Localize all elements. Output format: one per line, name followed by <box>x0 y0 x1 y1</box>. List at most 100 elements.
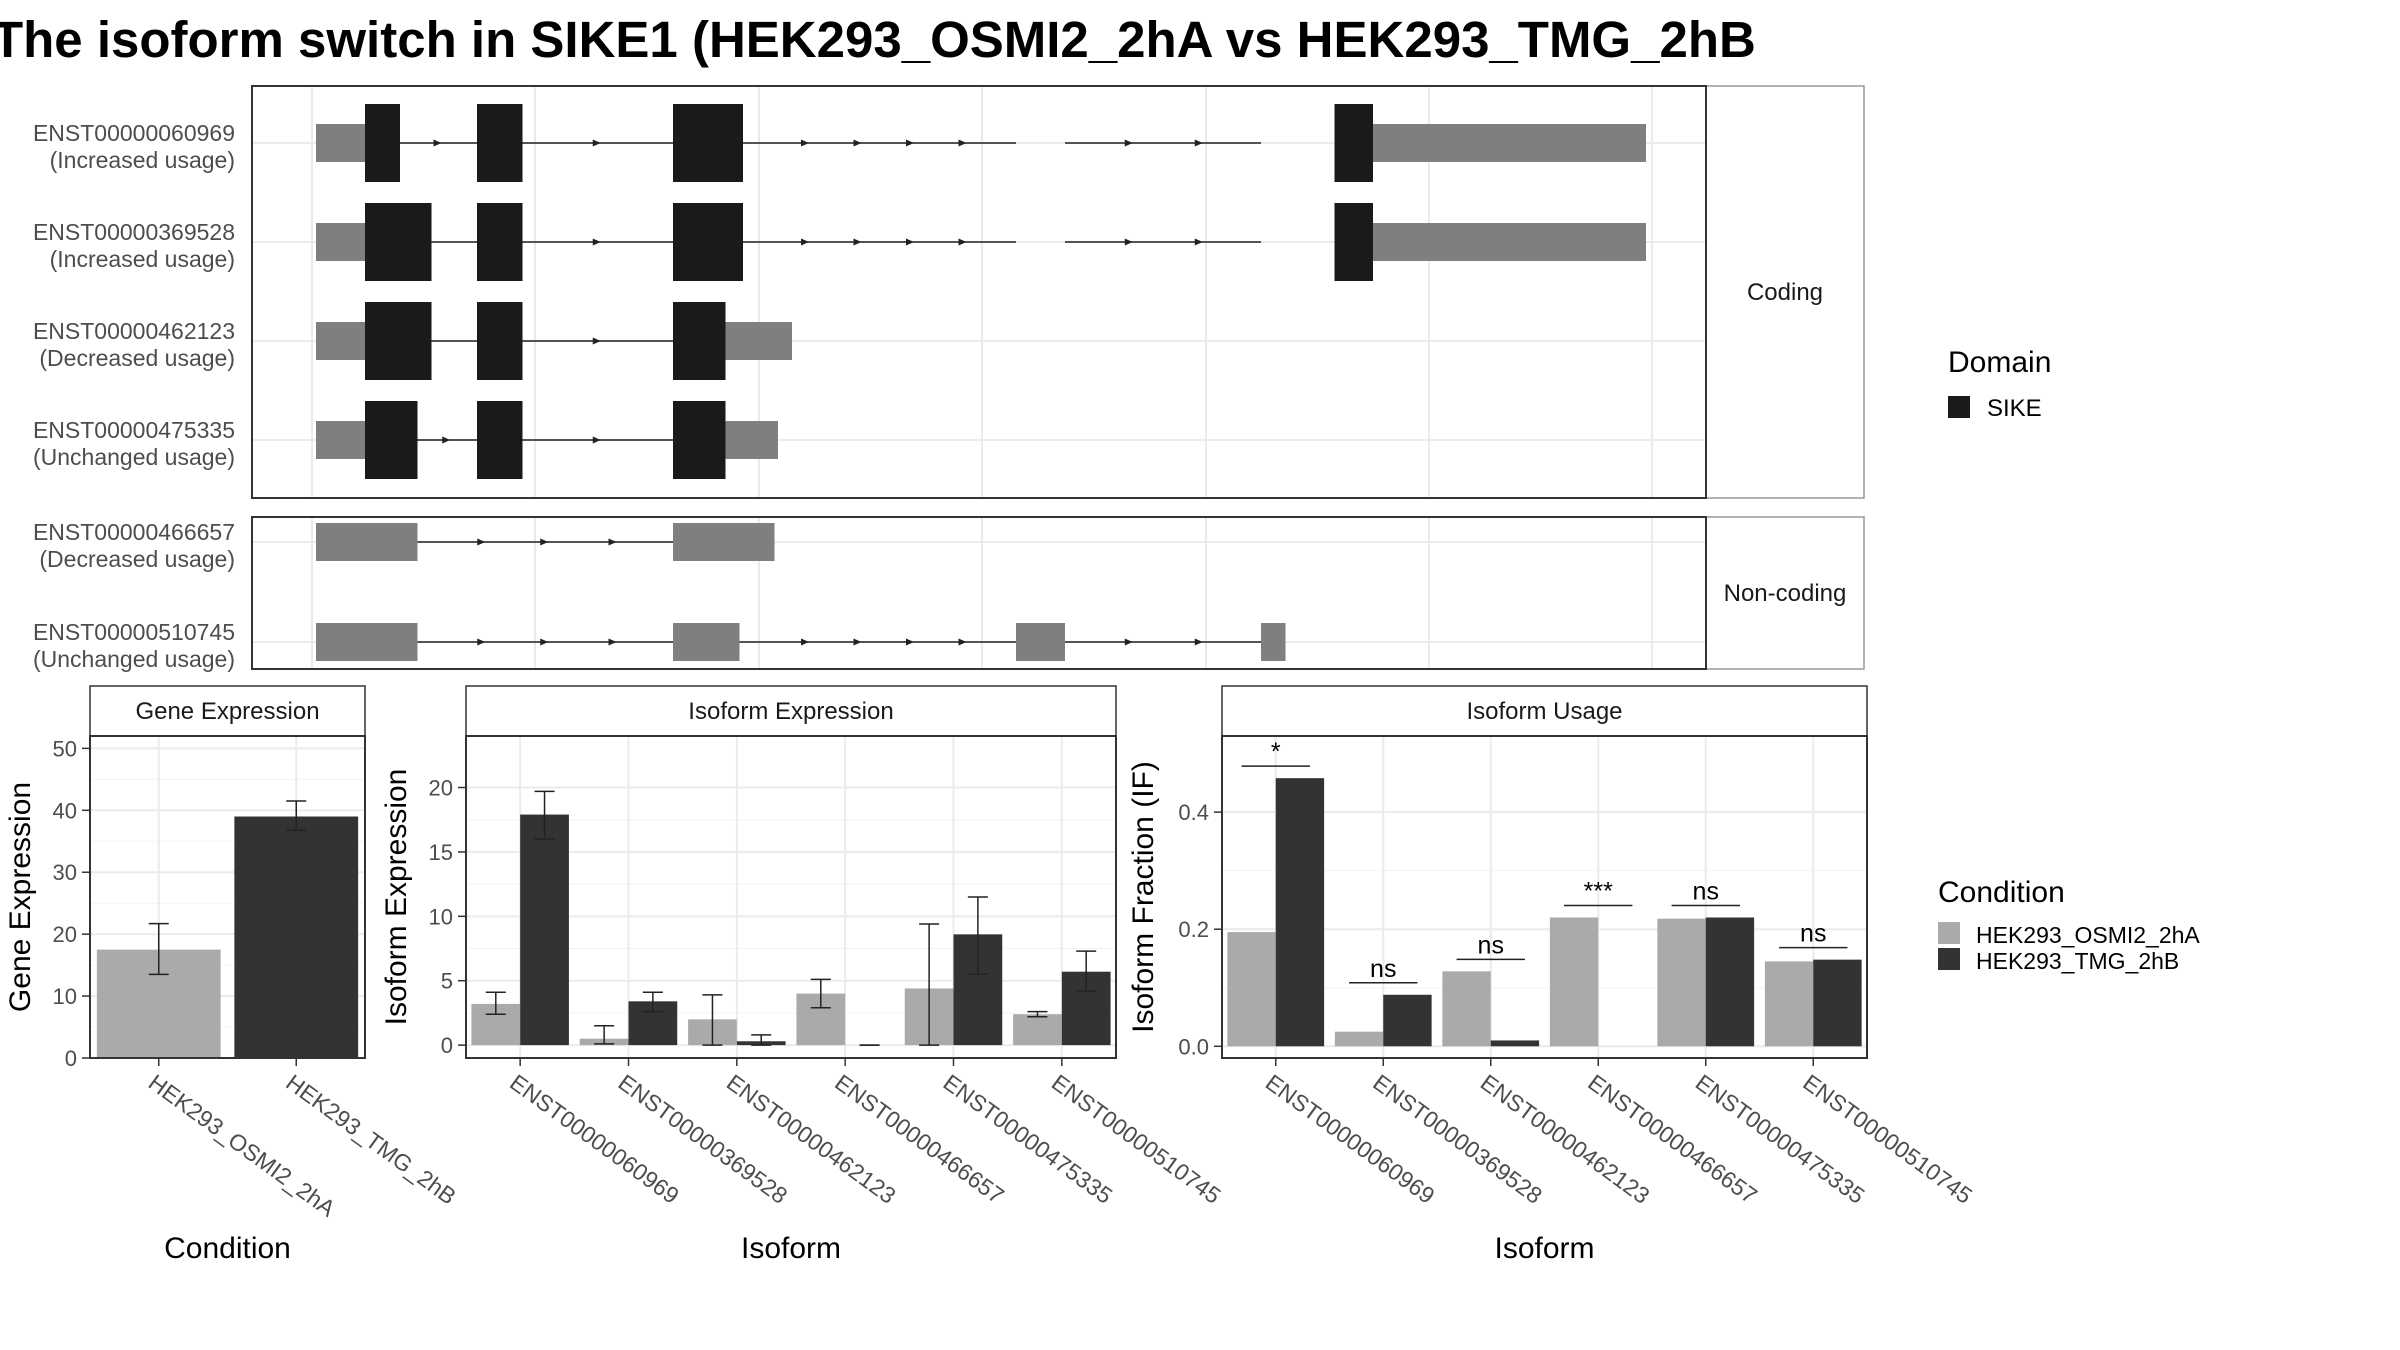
utr-block <box>316 623 418 661</box>
sike-domain-block <box>673 302 726 380</box>
plot-border <box>89 735 366 1059</box>
transcript-id-label: ENST00000475335 <box>33 417 235 443</box>
panel-title: Isoform Usage <box>1466 698 1622 725</box>
y-tick-label: 15 <box>429 840 453 865</box>
bar <box>1549 917 1599 1047</box>
facet-strip <box>465 685 1117 737</box>
isoform-expression-chart: Isoform Expression05101520ENST0000006096… <box>380 685 1226 1265</box>
direction-arrow <box>853 139 862 147</box>
sike-domain-block <box>673 203 743 281</box>
direction-arrow <box>442 436 451 444</box>
significance-label: * <box>1271 738 1281 766</box>
bar <box>1764 961 1814 1047</box>
sike-domain-block <box>365 203 432 281</box>
plot-border <box>465 735 1117 1059</box>
domain-legend-swatch <box>1948 396 1970 418</box>
structure-panel-border <box>251 516 1707 670</box>
bar <box>1227 932 1276 1047</box>
utr-block <box>725 421 778 459</box>
structure-panel-noncoding: Non-coding ENST00000466657(Decreased usag… <box>33 516 1865 672</box>
bar <box>1490 1040 1540 1047</box>
utr-block <box>316 223 365 261</box>
x-axis-title: Isoform <box>741 1232 841 1265</box>
direction-arrow <box>433 139 442 147</box>
direction-arrow <box>1124 139 1133 147</box>
bar <box>1442 971 1491 1047</box>
plot-bg <box>466 736 1116 1058</box>
direction-arrow <box>540 538 549 546</box>
direction-arrow <box>592 238 601 246</box>
direction-arrow <box>1194 139 1203 147</box>
direction-arrow <box>801 638 809 646</box>
significance-label: *** <box>1584 877 1613 905</box>
direction-arrow <box>958 638 967 646</box>
direction-arrow <box>958 238 967 246</box>
x-tick-label: ENST00000510745 <box>1798 1069 1977 1209</box>
y-tick-label: 30 <box>53 860 77 885</box>
direction-arrow <box>477 638 486 646</box>
transcript-id-label: ENST00000060969 <box>33 120 235 146</box>
sike-domain-block <box>477 203 523 281</box>
y-tick-label: 0 <box>441 1033 453 1058</box>
transcript-usage-label: (Increased usage) <box>50 246 235 272</box>
direction-arrow <box>1124 638 1133 646</box>
sike-domain-block <box>477 401 523 479</box>
facet-strip <box>1705 85 1865 499</box>
y-tick-label: 0.4 <box>1178 800 1209 825</box>
x-axis-title: Isoform <box>1494 1232 1594 1265</box>
direction-arrow <box>853 638 862 646</box>
y-tick-label: 0.0 <box>1178 1034 1209 1059</box>
isoform-usage-chart: Isoform Usage0.00.20.4*ENST00000060969ns… <box>1127 685 1977 1265</box>
y-axis-title: Isoform Expression <box>380 769 413 1026</box>
sike-domain-block <box>673 104 743 182</box>
sike-domain-block <box>477 104 523 182</box>
y-axis-title: Gene Expression <box>4 782 37 1012</box>
y-tick-label: 0 <box>65 1046 77 1071</box>
direction-arrow <box>608 538 617 546</box>
bar <box>1705 917 1755 1047</box>
transcript-id-label: ENST00000466657 <box>33 519 235 545</box>
y-tick-label: 20 <box>429 776 453 801</box>
y-tick-label: 10 <box>429 904 453 929</box>
facet-strip <box>89 685 366 737</box>
direction-arrow <box>608 638 617 646</box>
direction-arrow <box>1194 238 1203 246</box>
direction-arrow <box>592 139 601 147</box>
bar <box>1013 1014 1062 1046</box>
direction-arrow <box>801 238 809 246</box>
transcript-usage-label: (Decreased usage) <box>39 345 235 371</box>
condition-legend-swatch <box>1938 948 1960 970</box>
sike-domain-block <box>673 401 726 479</box>
bar <box>234 816 359 1058</box>
transcript-usage-label: (Unchanged usage) <box>33 646 235 672</box>
plot-border <box>1221 735 1868 1059</box>
bar <box>1383 994 1432 1047</box>
condition-legend-title: Condition <box>1938 876 2065 909</box>
domain-legend: Domain SIKE <box>1948 346 2051 422</box>
sike-domain-block <box>1334 203 1373 281</box>
utr-block <box>673 623 740 661</box>
bar <box>520 814 569 1046</box>
transcript-id-label: ENST00000510745 <box>33 619 235 645</box>
utr-block <box>1261 623 1286 661</box>
sike-domain-block <box>477 302 523 380</box>
facet-strip <box>1705 516 1865 670</box>
direction-arrow <box>540 638 549 646</box>
transcript-id-label: ENST00000369528 <box>33 219 235 245</box>
direction-arrow <box>477 538 486 546</box>
direction-arrow <box>906 638 914 646</box>
condition-legend-swatch <box>1938 922 1960 944</box>
direction-arrow <box>853 238 862 246</box>
utr-block <box>316 124 365 162</box>
y-tick-label: 50 <box>53 736 77 761</box>
utr-block <box>1373 223 1646 261</box>
bar <box>1275 778 1325 1047</box>
utr-block <box>316 322 365 360</box>
domain-legend-title: Domain <box>1948 346 2051 379</box>
figure-title: The isoform switch in SIKE1 (HEK293_OSMI… <box>0 11 1756 68</box>
direction-arrow <box>801 139 809 147</box>
transcript-usage-label: (Increased usage) <box>50 147 235 173</box>
transcript-id-label: ENST00000462123 <box>33 318 235 344</box>
